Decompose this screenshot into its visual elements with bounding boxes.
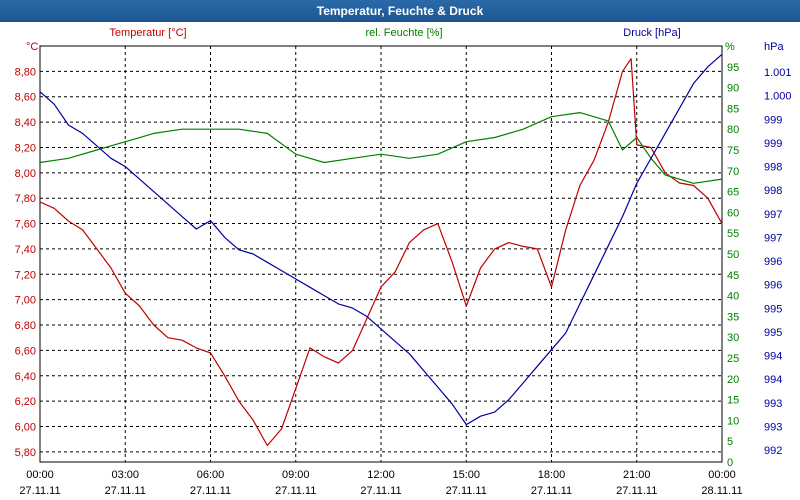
- y-tick-label-temperature: 7,40: [15, 244, 36, 256]
- axis-unit-humidity: %: [725, 41, 735, 53]
- y-tick-label-pressure: 1.000: [764, 91, 792, 103]
- x-tick-label-date: 27.11.11: [360, 485, 401, 497]
- x-tick-label-time: 12:00: [367, 469, 395, 481]
- y-tick-label-humidity: 20: [727, 374, 739, 386]
- y-tick-label-temperature: 6,60: [15, 345, 36, 357]
- y-tick-label-humidity: 55: [727, 228, 739, 240]
- plot-area: [39, 45, 723, 463]
- x-tick-label-time: 21:00: [623, 469, 651, 481]
- x-tick-label-time: 00:00: [708, 469, 736, 481]
- y-tick-label-humidity: 90: [727, 83, 739, 95]
- y-tick-label-temperature: 7,60: [15, 219, 36, 231]
- y-tick-label-humidity: 45: [727, 270, 739, 282]
- y-tick-label-humidity: 35: [727, 311, 739, 323]
- y-tick-label-temperature: 6,00: [15, 421, 36, 433]
- y-tick-label-humidity: 60: [727, 207, 739, 219]
- x-tick-label-date: 27.11.11: [190, 485, 231, 497]
- x-tick-label-date: 28.11.11: [701, 485, 742, 497]
- y-tick-label-humidity: 30: [727, 332, 739, 344]
- axis-title-humidity: rel. Feuchte [%]: [365, 27, 442, 39]
- y-tick-label-pressure: 996: [764, 280, 782, 292]
- y-tick-label-temperature: 8,80: [15, 66, 36, 78]
- x-tick-label-date: 27.11.11: [275, 485, 316, 497]
- y-tick-label-temperature: 8,40: [15, 117, 36, 129]
- y-tick-label-humidity: 10: [727, 415, 739, 427]
- chart-title: Temperatur, Feuchte & Druck: [0, 0, 800, 22]
- y-tick-label-humidity: 85: [727, 103, 739, 115]
- y-tick-label-humidity: 15: [727, 395, 739, 407]
- series-line-temp: [39, 58, 723, 447]
- axis-unit-pressure: hPa: [764, 41, 784, 53]
- y-tick-label-pressure: 998: [764, 185, 782, 197]
- x-tick-label-time: 09:00: [282, 469, 310, 481]
- y-tick-label-temperature: 8,20: [15, 142, 36, 154]
- y-tick-label-pressure: 993: [764, 421, 782, 433]
- y-tick-label-pressure: 994: [764, 374, 782, 386]
- y-tick-label-humidity: 50: [727, 249, 739, 261]
- x-tick-label-date: 27.11.11: [105, 485, 146, 497]
- y-tick-label-temperature: 6,20: [15, 396, 36, 408]
- y-tick-label-pressure: 997: [764, 209, 782, 221]
- x-tick-label-date: 27.11.11: [531, 485, 572, 497]
- y-tick-label-humidity: 75: [727, 145, 739, 157]
- y-tick-label-humidity: 5: [727, 436, 733, 448]
- y-tick-label-temperature: 6,80: [15, 320, 36, 332]
- y-tick-label-pressure: 1.001: [764, 67, 792, 79]
- x-tick-label-time: 03:00: [111, 469, 139, 481]
- y-tick-label-pressure: 996: [764, 256, 782, 268]
- y-tick-label-temperature: 5,80: [15, 447, 36, 459]
- y-tick-label-humidity: 40: [727, 291, 739, 303]
- y-tick-label-pressure: 994: [764, 351, 782, 363]
- y-tick-label-temperature: 8,60: [15, 92, 36, 104]
- y-tick-label-pressure: 998: [764, 162, 782, 174]
- y-tick-label-pressure: 999: [764, 138, 782, 150]
- x-tick-label-time: 15:00: [452, 469, 480, 481]
- x-tick-label-time: 00:00: [26, 469, 54, 481]
- x-tick-label-date: 27.11.11: [19, 485, 60, 497]
- series-line-press: [39, 53, 723, 426]
- y-tick-label-humidity: 65: [727, 187, 739, 199]
- y-tick-label-temperature: 7,80: [15, 193, 36, 205]
- y-tick-label-humidity: 80: [727, 124, 739, 136]
- x-tick-label-time: 06:00: [197, 469, 225, 481]
- axis-title-temperature: Temperatur [°C]: [109, 27, 186, 39]
- axis-title-pressure: Druck [hPa]: [623, 27, 680, 39]
- y-tick-label-pressure: 995: [764, 327, 782, 339]
- y-tick-label-pressure: 995: [764, 303, 782, 315]
- y-tick-label-temperature: 7,20: [15, 269, 36, 281]
- y-tick-label-temperature: 7,00: [15, 295, 36, 307]
- y-tick-label-pressure: 992: [764, 445, 782, 457]
- y-tick-label-humidity: 95: [727, 62, 739, 74]
- y-tick-label-humidity: 70: [727, 166, 739, 178]
- y-tick-label-humidity: 25: [727, 353, 739, 365]
- y-tick-label-temperature: 8,00: [15, 168, 36, 180]
- x-tick-label-date: 27.11.11: [446, 485, 487, 497]
- y-tick-label-humidity: 0: [727, 457, 733, 469]
- x-tick-label-date: 27.11.11: [616, 485, 657, 497]
- y-tick-label-pressure: 999: [764, 114, 782, 126]
- y-tick-label-pressure: 997: [764, 232, 782, 244]
- y-tick-label-pressure: 993: [764, 398, 782, 410]
- x-tick-label-time: 18:00: [538, 469, 566, 481]
- axis-unit-temperature: °C: [26, 41, 38, 53]
- y-tick-label-temperature: 6,40: [15, 371, 36, 383]
- series-line-hum: [39, 111, 723, 184]
